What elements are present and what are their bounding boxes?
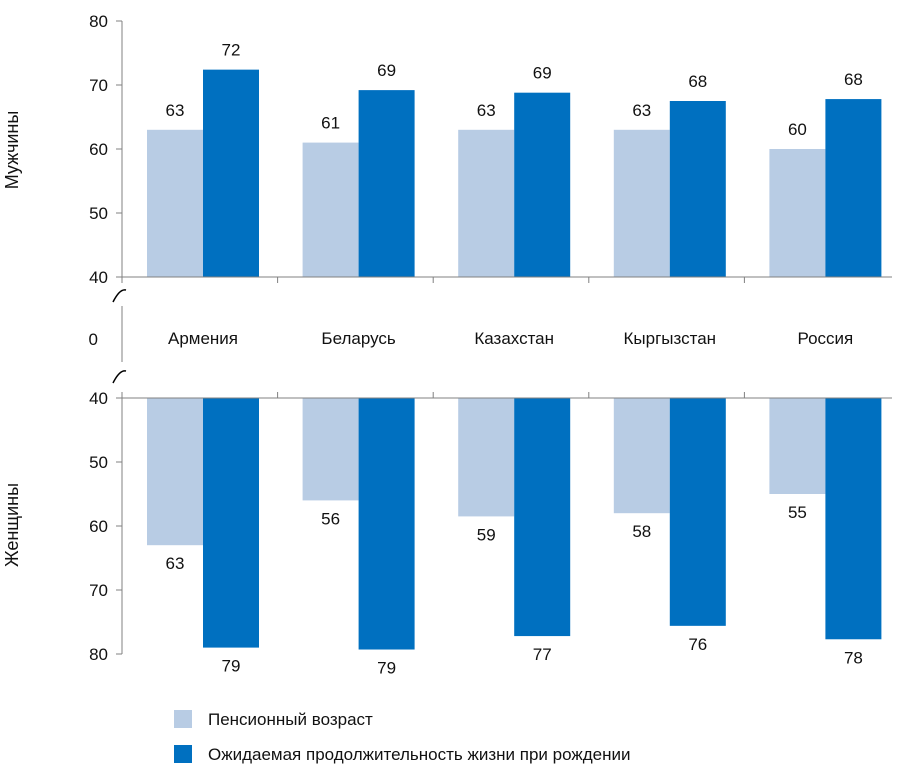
y-tick-label: 60 [89,517,108,536]
bar-life-expectancy-4 [825,398,882,640]
legend-swatch-pension [174,710,192,728]
y-axis-label-men: Мужчины [2,111,22,190]
bar-pension-1 [302,142,359,277]
data-label-pension-4: 55 [788,503,807,522]
data-label-pension-1: 61 [321,114,340,133]
bar-life-expectancy-0 [203,398,259,648]
y-tick-label: 70 [89,581,108,600]
data-label-pension-3: 63 [632,101,651,120]
data-label-life-expectancy-1: 79 [377,659,396,678]
category-label-4: Россия [798,329,854,348]
bar-pension-0 [147,398,203,546]
bar-life-expectancy-3 [669,101,726,277]
data-label-life-expectancy-3: 76 [688,635,707,654]
y-tick-label: 80 [89,12,108,31]
bar-life-expectancy-3 [669,398,726,626]
legend-swatch-life-expectancy [174,745,192,763]
bar-pension-0 [147,129,203,277]
legend-label-life-expectancy: Ожидаемая продолжительность жизни при ро… [208,745,631,764]
bar-life-expectancy-2 [514,398,571,637]
axis-break-top [112,289,127,303]
data-label-pension-2: 59 [477,525,496,544]
data-label-pension-0: 63 [166,101,185,120]
bar-pension-2 [458,398,515,517]
y-tick-label: 50 [89,453,108,472]
data-label-pension-2: 63 [477,101,496,120]
axis-break-bottom [112,370,127,384]
data-label-life-expectancy-2: 69 [533,64,552,83]
bar-pension-4 [769,149,826,277]
top-panel: 40 50 60 70 80 63 72 61 69 63 69 63 68 60 68 [89,12,892,287]
y-tick-label: 80 [89,645,108,664]
bar-life-expectancy-1 [358,398,415,650]
data-label-pension-0: 63 [166,554,185,573]
data-label-life-expectancy-4: 78 [844,648,863,667]
category-label-3: Кыргызстан [624,329,717,348]
y-tick-label: 50 [89,204,108,223]
data-label-life-expectancy-1: 69 [377,61,396,80]
bar-life-expectancy-4 [825,99,882,277]
data-label-life-expectancy-2: 77 [533,645,552,664]
legend-label-pension: Пенсионный возраст [208,710,373,729]
y-tick-label: 40 [89,268,108,287]
bar-pension-1 [302,398,359,501]
bar-life-expectancy-0 [203,69,259,277]
data-label-pension-3: 58 [632,522,651,541]
data-label-pension-1: 56 [321,509,340,528]
category-label-1: Беларусь [321,329,395,348]
data-label-life-expectancy-4: 68 [844,70,863,89]
bar-pension-2 [458,129,515,277]
data-label-life-expectancy-3: 68 [688,72,707,91]
data-label-life-expectancy-0: 79 [222,657,241,676]
y-axis-label-women: Женщины [2,483,22,567]
data-label-pension-4: 60 [788,120,807,139]
category-labels: Армения Беларусь Казахстан Кыргызстан Россия [168,329,853,348]
y-tick-label: 60 [89,140,108,159]
bar-life-expectancy-2 [514,92,571,278]
category-label-0: Армения [168,329,238,348]
bottom-panel: 40 50 60 70 80 63 79 56 79 59 77 58 76 55 78 [89,389,892,678]
legend: Пенсионный возраст Ожидаемая продолжител… [174,710,631,764]
y-tick-label: 40 [89,389,108,408]
axis-break-label: 0 [89,330,98,349]
bar-pension-3 [613,129,670,277]
category-label-2: Казахстан [474,329,554,348]
bar-life-expectancy-1 [358,90,415,278]
data-label-life-expectancy-0: 72 [222,41,241,60]
y-tick-label: 70 [89,76,108,95]
bar-pension-3 [613,398,670,514]
bar-pension-4 [769,398,826,494]
